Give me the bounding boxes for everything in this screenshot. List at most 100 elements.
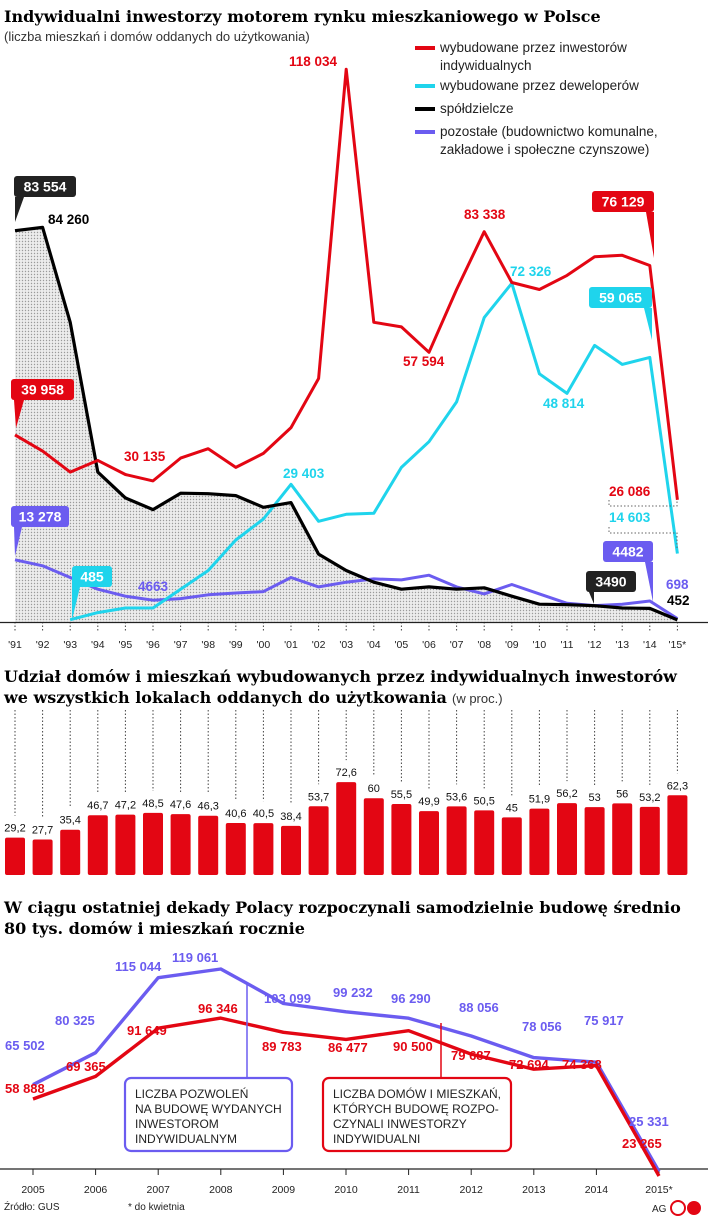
label-cyan-2011: 48 814 <box>543 396 585 411</box>
bar-value-label: 72,6 <box>335 767 356 779</box>
purple-value-label: 75 917 <box>584 1013 624 1028</box>
bar-value-label: 48,5 <box>142 798 163 810</box>
svg-text:76 129: 76 129 <box>602 194 645 210</box>
label-red-2014: 76 129 <box>592 191 654 258</box>
red-value-label: 96 346 <box>198 1001 238 1016</box>
x-tick-label: '11 <box>561 639 574 651</box>
label-black-2015: 452 <box>667 593 690 608</box>
svg-text:39 958: 39 958 <box>21 382 64 398</box>
x-tick-label: 2009 <box>272 1184 296 1196</box>
x-tick-label: '02 <box>312 639 326 651</box>
bar <box>87 815 108 875</box>
x-tick-label: '01 <box>284 639 298 651</box>
publisher-logo <box>670 1200 701 1216</box>
purple-value-label: 96 290 <box>391 991 431 1006</box>
bar-value-label: 40,6 <box>225 808 246 820</box>
svg-text:485: 485 <box>80 569 104 585</box>
label-black-2012: 3490 <box>586 571 636 604</box>
bar <box>612 803 633 875</box>
bar <box>584 807 605 875</box>
chart-construction-starts: W ciągu ostatniej dekady Polacy rozpoczy… <box>0 898 708 1216</box>
svg-text:INDYWIDUALNI: INDYWIDUALNI <box>333 1132 420 1146</box>
svg-text:INWESTOROM: INWESTOROM <box>135 1117 219 1131</box>
x-tick-label: 2011 <box>397 1184 420 1196</box>
label-red-2003: 118 034 <box>289 54 338 69</box>
purple-line <box>32 967 661 1173</box>
x-tick-label: 2005 <box>21 1184 45 1196</box>
bar <box>336 782 357 875</box>
red-value-label: 89 783 <box>262 1039 302 1054</box>
bar-value-label: 62,3 <box>667 780 688 792</box>
bar-value-label: 40,5 <box>253 808 274 820</box>
red-line <box>14 67 679 500</box>
label-purple-2015: 698 <box>666 577 689 592</box>
label-black-1991: 83 554 <box>14 176 76 222</box>
label-purple-1991: 13 278 <box>11 506 69 556</box>
bar <box>667 795 688 875</box>
bar-value-label: 49,9 <box>418 796 439 808</box>
purple-value-label: 119 061 <box>172 950 218 965</box>
x-tick-label: '15* <box>669 639 687 651</box>
x-tick-label: '00 <box>257 639 271 651</box>
x-tick-label: '91 <box>8 639 22 651</box>
chart2-unit: (w proc.) <box>452 691 503 706</box>
x-tick-label: '95 <box>119 639 133 651</box>
bar <box>5 837 25 875</box>
chart1-title: Indywidualni inwestorzy motorem rynku mi… <box>4 7 601 26</box>
x-tick-label: 2013 <box>522 1184 546 1196</box>
label-purple-2014: 4482 <box>603 541 653 602</box>
red-value-label: 72 694 <box>509 1057 550 1072</box>
label-purple-1996: 4663 <box>138 579 169 594</box>
red-value-label: 74 368 <box>562 1057 602 1072</box>
legend-purple: pozostałe (budownictwo komunalne, zakłado… <box>415 124 658 157</box>
bar-value-label: 29,2 <box>4 823 25 835</box>
bar-value-label: 56 <box>616 788 628 800</box>
bar <box>60 829 81 875</box>
x-tick-label: '13 <box>615 639 629 651</box>
x-tick-label: 2015* <box>645 1184 672 1196</box>
svg-text:INDYWIDUALNYM: INDYWIDUALNYM <box>135 1132 237 1146</box>
x-tick-label: 2010 <box>334 1184 358 1196</box>
bar <box>225 823 246 875</box>
red-value-label: 79 687 <box>451 1048 491 1063</box>
bar <box>363 798 384 875</box>
bar-value-label: 46,3 <box>197 801 218 813</box>
x-tick-label: '12 <box>588 639 602 651</box>
red-value-label: 86 477 <box>328 1040 368 1055</box>
chart-investors: Indywidualni inwestorzy motorem rynku mi… <box>0 7 708 651</box>
bar-value-label: 55,5 <box>391 789 412 801</box>
purple-value-label: 25 331 <box>629 1114 669 1129</box>
bar <box>253 823 274 875</box>
label-cyan-2009: 72 326 <box>510 264 552 279</box>
legend-label: zakładowe i społeczne czynszowe) <box>440 142 649 157</box>
svg-text:13 278: 13 278 <box>19 509 62 525</box>
x-tick-label: '08 <box>477 639 491 651</box>
bar-value-label: 53,6 <box>446 791 467 803</box>
red-value-label: 69 365 <box>66 1059 106 1074</box>
chart3-title: W ciągu ostatniej dekady Polacy rozpoczy… <box>3 898 681 917</box>
bar <box>529 808 550 875</box>
legend-red: wybudowane przez inwestorów indywidualnyc… <box>415 40 627 73</box>
chart2-title-line2: we wszystkich lokalach oddanych do użytk… <box>3 688 447 707</box>
bar-value-label: 46,7 <box>87 800 108 812</box>
footnote: * do kwietnia <box>128 1202 185 1213</box>
chart3-title-line2: 80 tys. domów i mieszkań rocznie <box>4 919 305 938</box>
bar <box>308 806 329 875</box>
bar-value-label: 35,4 <box>59 815 80 827</box>
x-tick-label: '94 <box>91 639 105 651</box>
x-tick-label: '06 <box>422 639 436 651</box>
legend-cyan: wybudowane przez deweloperów <box>415 78 639 93</box>
cyan-line <box>69 281 679 622</box>
label-red-1991: 39 958 <box>11 379 74 428</box>
x-tick-label: '93 <box>63 639 77 651</box>
credit-label: AG <box>652 1204 667 1215</box>
bar <box>639 806 660 875</box>
x-tick-label: '04 <box>367 639 381 651</box>
label-cyan-1993: 485 <box>72 566 112 620</box>
leader-cyan-2015 <box>608 527 678 548</box>
legend-box-starts: LICZBA DOMÓW I MIESZKAŃ,KTÓRYCH BUDOWĘ R… <box>321 1076 513 1153</box>
purple-value-label: 88 056 <box>459 1000 499 1015</box>
label-red-1996: 30 135 <box>124 449 166 464</box>
bar-value-label: 53 <box>588 792 600 804</box>
bar-value-label: 47,2 <box>115 800 136 812</box>
